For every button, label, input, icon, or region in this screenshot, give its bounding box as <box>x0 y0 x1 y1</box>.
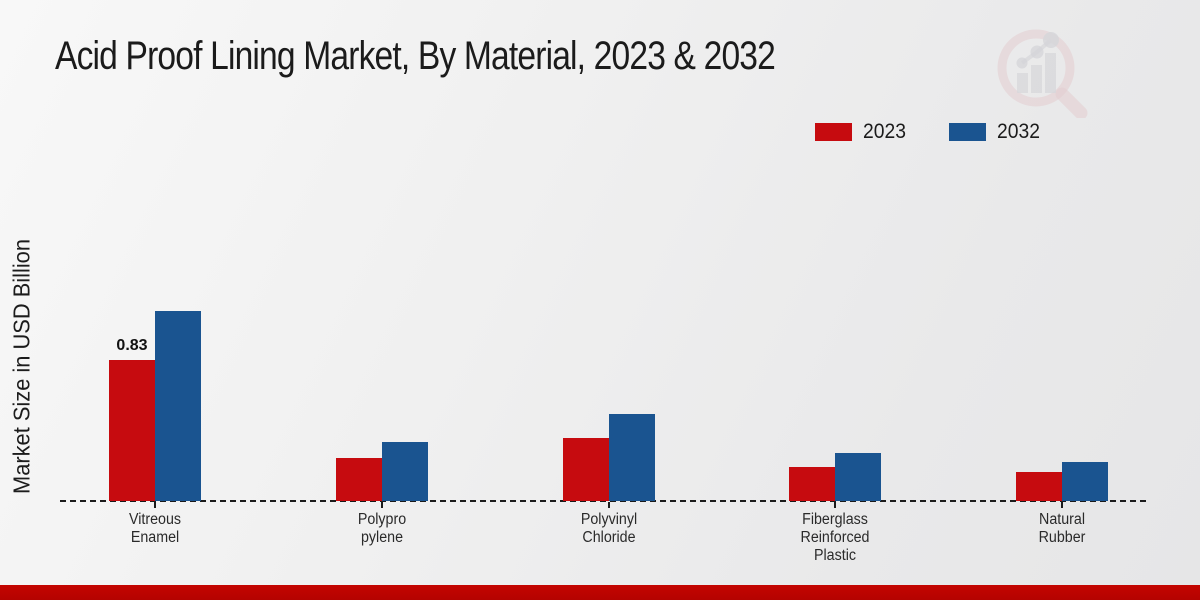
x-axis-tick <box>1061 502 1063 508</box>
legend-swatch-2023 <box>814 123 852 141</box>
x-axis-category-label: Natural Rubber <box>1038 511 1086 546</box>
x-axis-tick <box>834 502 836 508</box>
legend-item-2032: 2032 <box>949 120 1044 144</box>
bar-value-label: 0.83 <box>116 337 148 354</box>
x-axis-tick <box>154 502 156 508</box>
x-axis-tick <box>607 502 610 508</box>
footer-accent-bar <box>0 585 1200 600</box>
x-axis-baseline <box>60 500 1148 502</box>
bar-2023-category-0 <box>109 360 155 501</box>
legend-label: 2032 <box>997 120 1041 143</box>
bar-2023-category-3 <box>789 467 835 501</box>
bar-2023-category-1 <box>336 458 382 501</box>
bar-2032-category-3 <box>835 453 881 501</box>
bar-2032-category-4 <box>1062 462 1108 501</box>
legend-item-2023: 2023 <box>814 120 910 144</box>
chart-title: Acid Proof Lining Market, By Material, 2… <box>55 34 776 78</box>
bar-2032-category-1 <box>382 442 428 501</box>
bar-2023-category-4 <box>1016 472 1062 501</box>
legend-swatch-2032 <box>949 123 987 141</box>
x-axis-tick <box>381 502 383 508</box>
bar-2032-category-0 <box>155 311 201 501</box>
x-axis-category-label: Vitreous Enamel <box>128 511 182 546</box>
x-axis-category-label: Polypro pylene <box>357 511 407 546</box>
brand-watermark-icon <box>997 29 1088 118</box>
bar-2032-category-2 <box>608 414 655 501</box>
legend-label: 2023 <box>862 120 906 143</box>
legend: 2023 2032 <box>814 120 1044 144</box>
x-axis-category-label: Fiberglass Reinforced Plastic <box>800 511 870 564</box>
x-axis-category-label: Polyvinyl Chloride <box>580 511 637 546</box>
bar-2023-category-2 <box>562 438 609 501</box>
